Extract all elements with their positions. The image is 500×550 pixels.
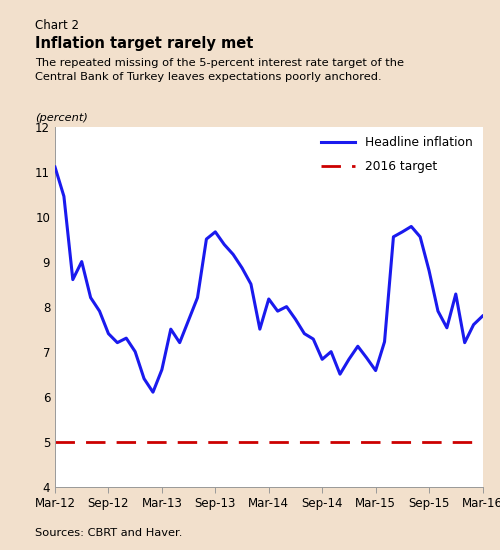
- Text: (percent): (percent): [35, 113, 88, 123]
- Text: Chart 2: Chart 2: [35, 19, 79, 32]
- Text: Sources: CBRT and Haver.: Sources: CBRT and Haver.: [35, 528, 182, 538]
- Text: The repeated missing of the 5-percent interest rate target of the
Central Bank o: The repeated missing of the 5-percent in…: [35, 58, 404, 82]
- Legend: Headline inflation, 2016 target: Headline inflation, 2016 target: [316, 131, 478, 178]
- Text: Inflation target rarely met: Inflation target rarely met: [35, 36, 254, 51]
